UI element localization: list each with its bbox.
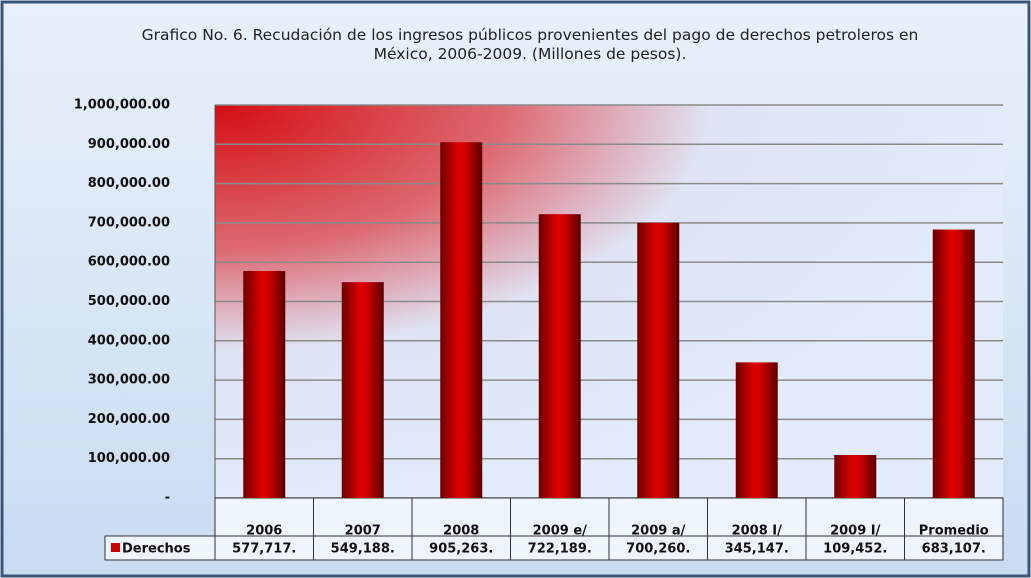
table-value: 577,717.	[232, 542, 296, 557]
y-tick-label: 600,000.00	[88, 255, 170, 270]
legend-swatch	[111, 543, 120, 552]
y-tick-label: 200,000.00	[88, 412, 170, 427]
y-tick-label: -	[165, 491, 170, 506]
y-tick-label: 300,000.00	[88, 373, 170, 388]
table-value: 722,189.	[528, 542, 592, 557]
x-tick-label: 2006	[246, 524, 282, 539]
bar	[637, 222, 680, 498]
bar	[440, 142, 483, 499]
y-tick-label: 1,000,000.00	[74, 98, 170, 113]
x-tick-label: 2007	[345, 524, 381, 539]
table-value: 109,452.	[823, 542, 887, 557]
bar	[538, 214, 581, 498]
table-value: 700,260.	[626, 542, 690, 557]
y-tick-label: 900,000.00	[88, 137, 170, 152]
chart-title: Grafico No. 6. Recudación de los ingreso…	[141, 26, 919, 63]
x-tick-label: Promedio	[919, 524, 989, 539]
table-value: 905,263.	[429, 542, 493, 557]
y-tick-label: 100,000.00	[88, 451, 170, 466]
bar	[243, 270, 286, 498]
bar	[932, 229, 975, 499]
y-tick-label: 400,000.00	[88, 333, 170, 348]
y-tick-label: 500,000.00	[88, 294, 170, 309]
x-tick-label: 2008	[443, 524, 479, 539]
bar	[735, 362, 778, 498]
legend-label: Derechos	[122, 542, 191, 557]
x-tick-label: 2009 e/	[533, 524, 588, 539]
bar	[341, 282, 384, 498]
x-tick-label: 2009 I/	[830, 524, 881, 539]
table-value: 683,107.	[922, 542, 986, 557]
table-value: 549,188.	[331, 542, 395, 557]
x-tick-label: 2008 I/	[732, 524, 783, 539]
x-tick-label: 2009 a/	[631, 524, 685, 539]
y-tick-label: 800,000.00	[88, 176, 170, 191]
y-tick-label: 700,000.00	[88, 215, 170, 230]
table-value: 345,147.	[725, 542, 789, 557]
bar	[834, 454, 877, 498]
